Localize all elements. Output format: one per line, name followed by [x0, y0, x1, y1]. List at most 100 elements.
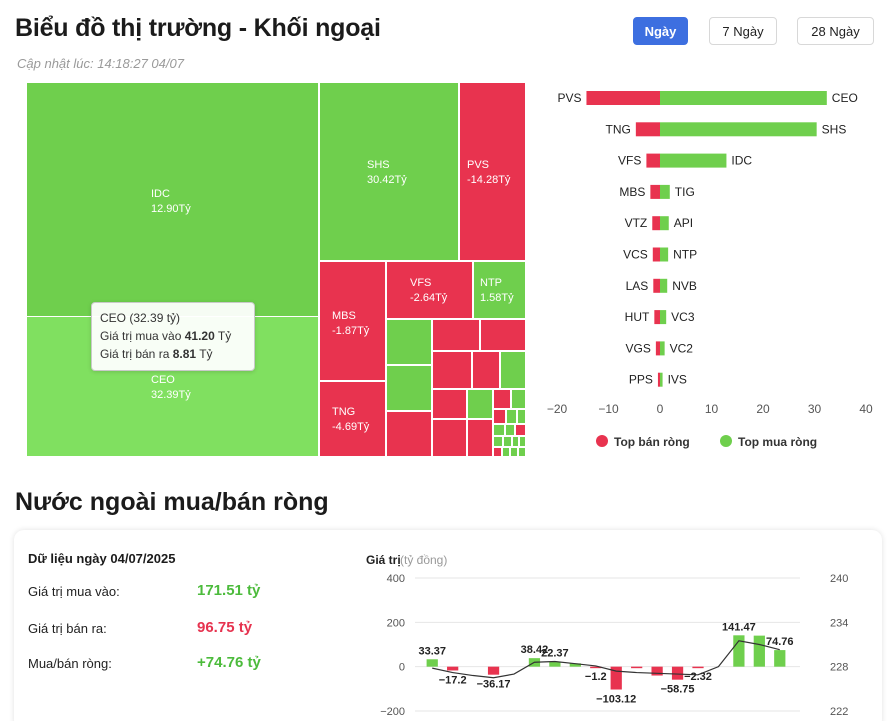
sell-bar [655, 341, 660, 356]
treemap-tile-mbs[interactable]: MBS -1.87Tỷ [319, 261, 386, 381]
tile-code: VFS [410, 277, 432, 289]
treemap-tile[interactable] [515, 424, 526, 436]
net-bar [610, 666, 622, 690]
buy-bar [660, 122, 817, 137]
buy-code-label: CEO [832, 91, 858, 105]
buy-bar [660, 91, 827, 105]
sell-code-label: VFS [618, 154, 641, 168]
tooltip-title: CEO (32.39 tỷ) [100, 311, 181, 325]
x-tick-label: 30 [808, 402, 822, 416]
treemap-tile[interactable] [517, 409, 526, 424]
treemap-tile[interactable] [506, 409, 517, 424]
treemap-tile-tng[interactable]: TNG -4.69Tỷ [319, 381, 386, 457]
treemap-tile-shs[interactable]: SHS 30.42Tỷ [319, 82, 459, 261]
sell-bar [654, 310, 660, 325]
treemap-tile[interactable] [432, 351, 472, 389]
treemap-tile[interactable] [502, 447, 510, 457]
treemap-tile[interactable] [467, 419, 493, 457]
bar-data-label: −1.2 [585, 671, 607, 683]
buy-value-label: Giá trị mua vào: [28, 584, 120, 599]
tooltip-sell-value: 8.81 [172, 347, 197, 361]
top-net-bar-chart: PVS CEO TNG SHS VFS IDC MBS TIG VTZ API VCS NTP LAS N… [547, 91, 873, 449]
treemap-tile[interactable] [505, 424, 515, 436]
treemap-tile[interactable] [503, 436, 512, 447]
treemap-tile[interactable] [432, 419, 467, 457]
foreign-treemap: IDC 12.90Tỷ CEO 32.39Tỷ SHS 30.42Tỷ PVS … [26, 82, 526, 457]
treemap-tile[interactable] [493, 447, 502, 457]
net-bar [631, 666, 643, 669]
treemap-tile-vfs[interactable]: VFS -2.64Tỷ [386, 261, 473, 319]
x-tick-label: 0 [657, 402, 664, 416]
sell-code-label: VCS [623, 248, 648, 262]
chart-title: Giá trị [366, 553, 401, 567]
treemap-tile[interactable] [386, 365, 432, 411]
treemap-tile[interactable] [518, 447, 526, 457]
treemap-tile[interactable] [480, 319, 526, 351]
sell-code-label: MBS [619, 185, 645, 199]
treemap-tile[interactable] [493, 424, 505, 436]
tooltip-buy-label: Giá trị mua vào [100, 329, 182, 343]
tile-code: CEO [151, 374, 175, 386]
treemap-tile[interactable] [511, 389, 526, 409]
treemap-tile[interactable] [472, 351, 500, 389]
net-value-chart: Giá trị (tỷ đồng) 400 200 0 −200 240 234 228 222 3… [366, 553, 848, 718]
y2-tick-label: 222 [830, 706, 848, 718]
treemap-tile-ntp[interactable]: NTP 1.58Tỷ [473, 261, 526, 319]
page-title: Biểu đồ thị trường - Khối ngoại [15, 14, 381, 42]
treemap-tile[interactable] [519, 436, 526, 447]
range-button-28-days[interactable]: 28 Ngày [797, 17, 874, 45]
sell-value-label: Giá trị bán ra: [28, 621, 107, 636]
tile-code: IDC [151, 188, 170, 200]
buy-bar [660, 341, 665, 356]
bar-data-label: −17.2 [439, 674, 467, 686]
tile-value: 12.90Tỷ [151, 203, 191, 215]
net-bar [733, 635, 745, 667]
treemap-tile-pvs[interactable]: PVS -14.28Tỷ [459, 82, 526, 261]
tile-code: PVS [467, 159, 490, 171]
index-line [432, 640, 780, 679]
treemap-tile[interactable] [432, 319, 480, 351]
treemap-tile[interactable] [493, 389, 511, 409]
sell-code-label: LAS [626, 279, 649, 293]
tile-code: TNG [332, 406, 356, 418]
treemap-tile[interactable] [386, 319, 432, 365]
treemap-tile[interactable] [467, 389, 493, 419]
buy-code-label: TIG [675, 185, 695, 199]
sell-code-label: HUT [625, 310, 650, 324]
treemap-tile[interactable] [493, 436, 503, 447]
tooltip-buy-row: Giá trị mua vào 41.20 Tỷ [100, 327, 246, 345]
sell-bar [586, 91, 660, 105]
net-bar [753, 635, 765, 667]
tooltip-unit: Tỷ [217, 329, 232, 343]
tile-value: -4.69Tỷ [332, 421, 370, 433]
legend-buy-label: Top mua ròng [738, 435, 817, 449]
tile-code: MBS [332, 310, 356, 322]
x-tick-label: 20 [756, 402, 770, 416]
x-tick-label: −10 [598, 402, 619, 416]
net-bar [590, 666, 602, 669]
treemap-tile[interactable] [500, 351, 526, 389]
legend-buy-marker [720, 435, 732, 447]
sell-bar [652, 216, 660, 231]
treemap-tile[interactable] [493, 409, 506, 424]
treemap-tile[interactable] [510, 447, 518, 457]
bar-data-label: 141.47 [722, 621, 756, 633]
sell-bar [635, 122, 660, 137]
buy-code-label: IDC [731, 154, 752, 168]
treemap-tile-idc[interactable]: IDC 12.90Tỷ [26, 82, 319, 317]
bar-data-label: 33.37 [418, 645, 446, 657]
chart-title-unit: (tỷ đồng) [400, 553, 447, 567]
treemap-tile[interactable] [386, 411, 432, 457]
net-section-title: Nước ngoài mua/bán ròng [15, 488, 329, 516]
net-value-label: Mua/bán ròng: [28, 656, 112, 671]
sell-bar [646, 153, 660, 168]
treemap-tile[interactable] [432, 389, 467, 419]
bar-data-label: −2.32 [684, 671, 712, 683]
treemap-tile[interactable] [512, 436, 519, 447]
y-tick-label: 200 [387, 617, 405, 629]
buy-code-label: IVS [668, 373, 687, 387]
tile-value: -2.64Tỷ [410, 292, 448, 304]
x-tick-label: −20 [547, 402, 568, 416]
range-button-day[interactable]: Ngày [633, 17, 688, 45]
range-button-7-days[interactable]: 7 Ngày [709, 17, 777, 45]
